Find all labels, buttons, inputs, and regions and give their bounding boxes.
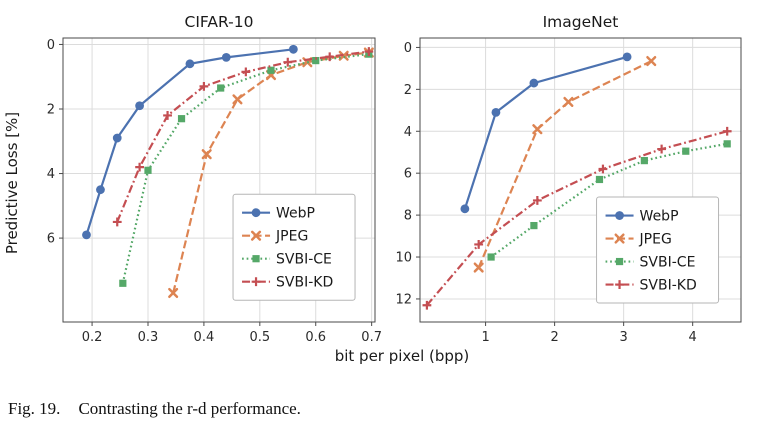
svg-text:2: 2 [550,330,558,345]
svg-text:2: 2 [47,103,55,118]
svg-text:0.2: 0.2 [82,330,103,345]
svg-text:2: 2 [404,83,412,98]
svg-text:0.7: 0.7 [361,330,382,345]
legend: WebP JPEG SVBI-CE SVBI-KD [232,193,356,301]
svg-text:WebP: WebP [640,208,679,224]
svg-text:10: 10 [395,251,412,266]
series-jpeg [473,56,657,273]
svg-text:SVBI-KD: SVBI-KD [276,275,333,291]
axis-ticks: 0.2 0.3 0.4 0.5 0.6 0.7 0 2 4 6 [47,38,382,345]
cifar10-chart: 0.2 0.3 0.4 0.5 0.6 0.7 0 2 4 6 CIFAR-10 WebP JPEG SV… [47,13,382,345]
svg-text:SVBI-CE: SVBI-CE [276,252,332,268]
svg-text:JPEG: JPEG [639,231,672,247]
svg-text:0.3: 0.3 [138,330,159,345]
figure-caption: Fig. 19. Contrasting the r-d performance. [8,399,759,419]
svg-text:8: 8 [404,209,412,224]
svg-text:4: 4 [404,125,412,140]
series-webp [460,52,632,214]
x-axis-label: bit per pixel (bpp) [335,347,470,365]
svg-text:1: 1 [481,330,489,345]
series-svbi-kd [422,126,732,310]
chart-title: CIFAR-10 [185,13,254,31]
y-axis-label: Predictive Loss [%] [3,112,21,254]
svg-text:6: 6 [47,232,55,247]
chart-title: ImageNet [543,13,619,31]
svg-text:0: 0 [404,41,412,56]
svg-text:4: 4 [689,330,697,345]
series-svbi-kd [112,47,374,227]
svg-text:JPEG: JPEG [275,229,308,245]
svg-text:0.5: 0.5 [249,330,270,345]
svg-text:SVBI-CE: SVBI-CE [640,254,696,270]
svg-text:WebP: WebP [276,206,315,222]
svg-text:6: 6 [404,167,412,182]
svg-text:12: 12 [395,292,412,307]
rd-performance-charts: Predictive Loss [%] bit per pixel (bpp) … [3,13,742,365]
svg-text:3: 3 [620,330,628,345]
axes-frame [62,37,376,323]
svg-text:0: 0 [47,38,55,53]
caption-label: Fig. 19. [8,399,61,418]
caption-text: Contrasting the r-d performance. [78,399,301,418]
legend: WebP JPEG SVBI-CE SVBI-KD [596,196,720,304]
series-webp [82,44,298,240]
svg-text:0.4: 0.4 [194,330,215,345]
series-svbi-ce [487,140,731,261]
svg-text:SVBI-KD: SVBI-KD [640,277,697,293]
svg-text:0.6: 0.6 [305,330,326,345]
imagenet-chart: 1 2 3 4024681012ImageNetWebPJPEGSVBI-CESVBI… [395,13,742,345]
axes-frame [419,37,742,323]
svg-text:4: 4 [47,167,55,182]
